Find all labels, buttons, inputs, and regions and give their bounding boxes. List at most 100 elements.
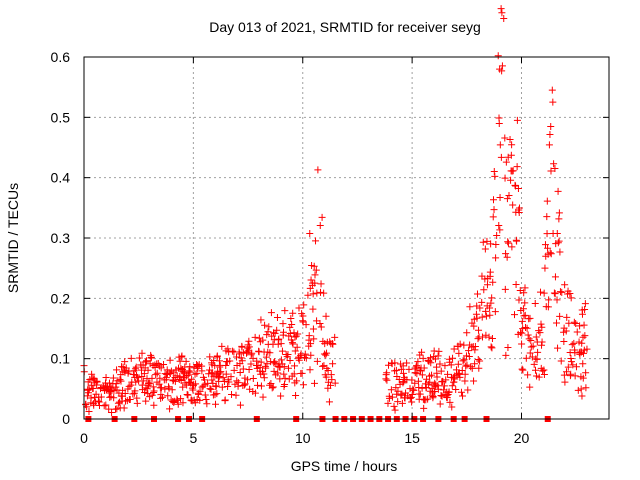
data-point <box>196 396 204 404</box>
data-point <box>547 250 555 258</box>
data-point <box>307 351 315 359</box>
data-point <box>294 330 302 338</box>
data-point <box>319 362 327 370</box>
data-point <box>481 275 489 283</box>
data-point <box>286 329 294 337</box>
data-point <box>500 15 508 23</box>
data-point <box>496 141 504 149</box>
data-point <box>293 377 301 385</box>
data-point <box>144 390 152 398</box>
data-point <box>462 352 470 360</box>
data-point <box>280 370 288 378</box>
data-point <box>425 357 433 365</box>
data-point <box>501 134 509 142</box>
data-point <box>85 408 93 416</box>
data-point <box>479 238 487 246</box>
data-point <box>299 312 307 320</box>
data-point <box>475 326 483 334</box>
data-point <box>403 359 411 367</box>
data-point <box>576 322 584 330</box>
data-point <box>328 340 336 348</box>
data-point <box>132 378 140 386</box>
data-point <box>455 349 463 357</box>
data-point <box>241 380 249 388</box>
x-tick-label: 10 <box>295 430 311 446</box>
data-point <box>452 386 460 394</box>
data-point <box>399 369 407 377</box>
data-point <box>523 324 531 332</box>
data-point <box>213 390 221 398</box>
data-point <box>390 402 398 410</box>
data-point <box>382 371 390 379</box>
data-point <box>318 213 326 221</box>
data-point <box>562 368 570 376</box>
data-point <box>144 366 152 374</box>
data-point <box>113 366 121 374</box>
data-point <box>262 353 270 361</box>
data-point <box>397 391 405 399</box>
data-point <box>317 288 325 296</box>
data-point <box>134 373 142 381</box>
data-point <box>206 385 214 393</box>
data-point <box>161 385 169 393</box>
data-point <box>445 388 453 396</box>
data-point <box>383 369 391 377</box>
data-point <box>179 399 187 407</box>
data-point <box>313 357 321 365</box>
data-point <box>456 340 464 348</box>
data-point <box>494 52 502 60</box>
data-point <box>426 378 434 386</box>
data-point <box>232 391 240 399</box>
data-point <box>424 395 432 403</box>
data-point <box>513 116 521 124</box>
data-point <box>247 351 255 359</box>
data-point <box>311 279 319 287</box>
data-point <box>441 362 449 370</box>
data-point <box>582 369 590 377</box>
data-point <box>249 354 257 362</box>
data-point <box>141 389 149 397</box>
data-point <box>267 379 275 387</box>
data-point <box>287 315 295 323</box>
data-point <box>491 308 499 316</box>
data-point <box>521 284 529 292</box>
data-point <box>572 363 580 371</box>
data-point <box>505 191 513 199</box>
data-point <box>465 347 473 355</box>
data-point <box>579 360 587 368</box>
data-point <box>410 386 418 394</box>
data-point <box>388 393 396 401</box>
data-point <box>513 237 521 245</box>
data-point <box>266 349 274 357</box>
chart-title: Day 013 of 2021, SRMTID for receiver sey… <box>209 19 481 35</box>
data-point <box>524 371 532 379</box>
data-points <box>80 5 591 422</box>
data-point <box>217 368 225 376</box>
data-point <box>558 288 566 296</box>
data-point <box>129 370 137 378</box>
data-point <box>237 354 245 362</box>
data-point <box>238 343 246 351</box>
data-point <box>331 333 339 341</box>
data-point <box>299 381 307 389</box>
data-point <box>102 401 110 409</box>
data-point <box>527 336 535 344</box>
data-point <box>165 383 173 391</box>
data-point <box>150 401 158 409</box>
data-point <box>496 226 504 234</box>
data-point <box>497 153 505 161</box>
data-point <box>213 352 221 360</box>
data-point <box>150 388 158 396</box>
data-point <box>406 385 414 393</box>
data-point <box>327 371 335 379</box>
data-point <box>233 353 241 361</box>
data-point <box>249 375 257 383</box>
data-point <box>146 360 154 368</box>
data-point <box>543 230 551 238</box>
y-tick-label: 0.3 <box>51 230 71 246</box>
data-point <box>545 141 553 149</box>
data-point <box>482 307 490 315</box>
data-point <box>555 237 563 245</box>
data-point <box>503 195 511 203</box>
data-point <box>508 141 516 149</box>
